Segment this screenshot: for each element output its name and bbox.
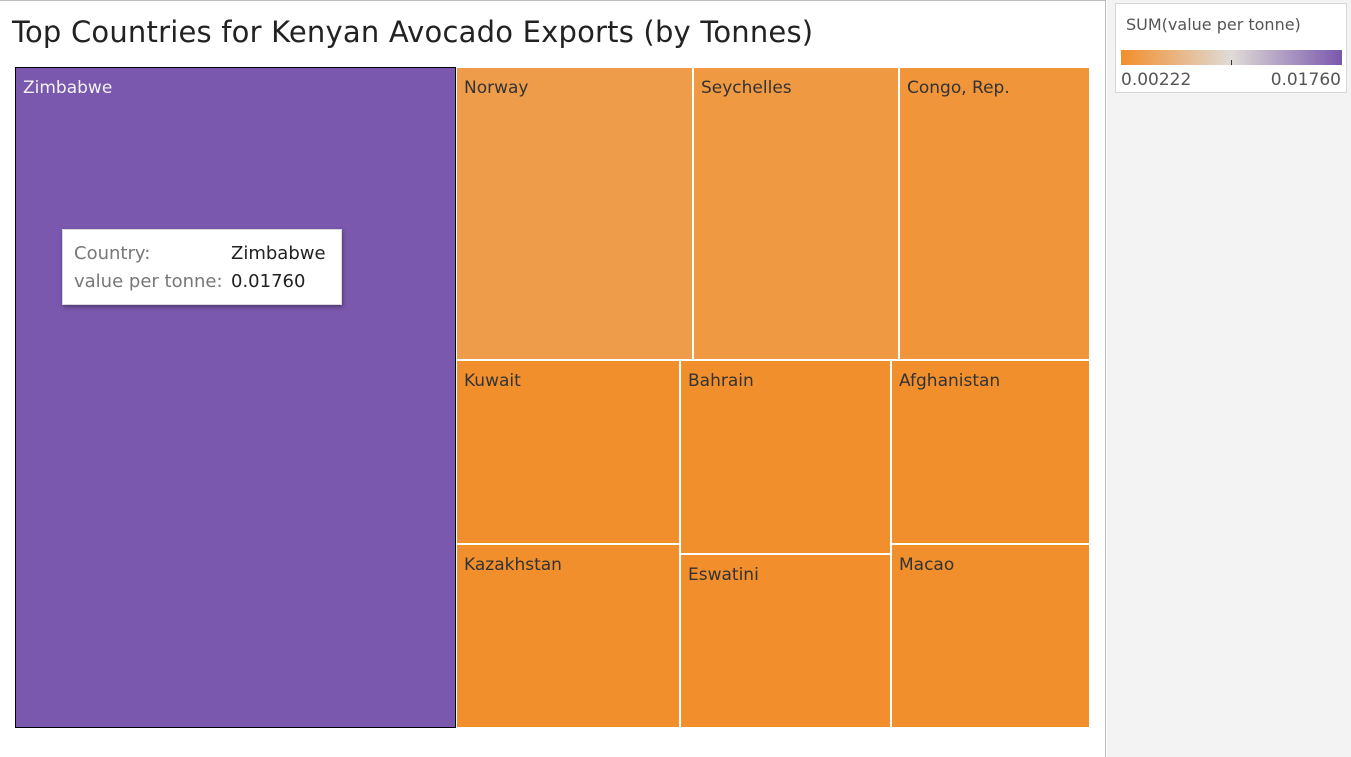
- tooltip-row-country: Country: Zimbabwe: [74, 243, 326, 264]
- tooltip-country-key: Country:: [74, 243, 151, 264]
- treemap-cell-label: Zimbabwe: [23, 78, 113, 98]
- chart-title: Top Countries for Kenyan Avocado Exports…: [12, 15, 814, 49]
- treemap-cell-kazakhstan[interactable]: Kazakhstan: [456, 544, 680, 728]
- treemap-cell-afghanistan[interactable]: Afghanistan: [891, 360, 1090, 544]
- legend-center-tick: [1231, 60, 1232, 65]
- treemap-cell-label: Seychelles: [701, 78, 792, 98]
- tooltip-metric-value: 0.01760: [231, 271, 306, 292]
- color-legend[interactable]: SUM(value per tonne) 0.00222 0.01760: [1115, 3, 1347, 93]
- tooltip: Country: Zimbabwe value per tonne: 0.017…: [62, 229, 342, 305]
- treemap-cell-norway[interactable]: Norway: [456, 67, 693, 360]
- treemap-cell-label: Kazakhstan: [464, 555, 562, 575]
- treemap-cell-bahrain[interactable]: Bahrain: [680, 360, 891, 554]
- legend-gradient-bar: [1121, 50, 1342, 65]
- legend-max-label: 0.01760: [1270, 70, 1341, 90]
- tooltip-country-value: Zimbabwe: [231, 243, 326, 264]
- treemap-cell-zimbabwe[interactable]: Zimbabwe: [15, 67, 456, 728]
- tooltip-metric-key: value per tonne:: [74, 271, 223, 292]
- treemap: Zimbabwe Norway Seychelles Congo, Rep. Kuwai…: [15, 67, 1090, 728]
- treemap-cell-kuwait[interactable]: Kuwait: [456, 360, 680, 544]
- treemap-cell-label: Afghanistan: [899, 371, 1001, 391]
- viz-frame: Top Countries for Kenyan Avocado Exports…: [0, 0, 1106, 757]
- legend-min-label: 0.00222: [1121, 70, 1192, 90]
- treemap-cell-eswatini[interactable]: Eswatini: [680, 554, 891, 728]
- legend-title: SUM(value per tonne): [1126, 15, 1301, 34]
- treemap-cell-label: Eswatini: [688, 565, 759, 585]
- treemap-cell-label: Norway: [464, 78, 529, 98]
- treemap-cell-label: Bahrain: [688, 371, 754, 391]
- treemap-cell-seychelles[interactable]: Seychelles: [693, 67, 899, 360]
- treemap-cell-label: Macao: [899, 555, 955, 575]
- treemap-cell-macao[interactable]: Macao: [891, 544, 1090, 728]
- treemap-cell-congo-rep[interactable]: Congo, Rep.: [899, 67, 1090, 360]
- treemap-cell-label: Congo, Rep.: [907, 78, 1010, 98]
- treemap-cell-label: Kuwait: [464, 371, 521, 391]
- side-panel: [1107, 0, 1351, 757]
- tooltip-row-metric: value per tonne: 0.01760: [74, 271, 305, 292]
